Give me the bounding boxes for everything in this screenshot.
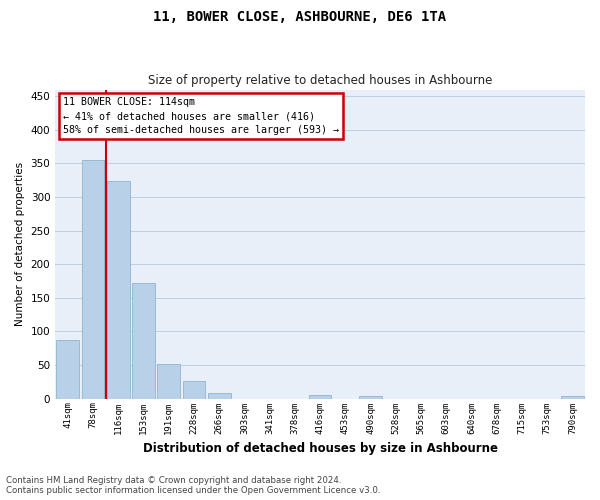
- Text: 11, BOWER CLOSE, ASHBOURNE, DE6 1TA: 11, BOWER CLOSE, ASHBOURNE, DE6 1TA: [154, 10, 446, 24]
- Bar: [56, 340, 79, 398]
- Bar: [82, 160, 104, 398]
- Text: Contains HM Land Registry data © Crown copyright and database right 2024.
Contai: Contains HM Land Registry data © Crown c…: [6, 476, 380, 495]
- X-axis label: Distribution of detached houses by size in Ashbourne: Distribution of detached houses by size …: [143, 442, 497, 455]
- Bar: [107, 181, 130, 398]
- Bar: [561, 396, 584, 398]
- Y-axis label: Number of detached properties: Number of detached properties: [15, 162, 25, 326]
- Bar: [208, 394, 230, 398]
- Bar: [182, 381, 205, 398]
- Bar: [157, 364, 180, 398]
- Bar: [359, 396, 382, 398]
- Text: 11 BOWER CLOSE: 114sqm
← 41% of detached houses are smaller (416)
58% of semi-de: 11 BOWER CLOSE: 114sqm ← 41% of detached…: [63, 98, 339, 136]
- Bar: [132, 283, 155, 399]
- Title: Size of property relative to detached houses in Ashbourne: Size of property relative to detached ho…: [148, 74, 492, 87]
- Bar: [309, 396, 331, 398]
